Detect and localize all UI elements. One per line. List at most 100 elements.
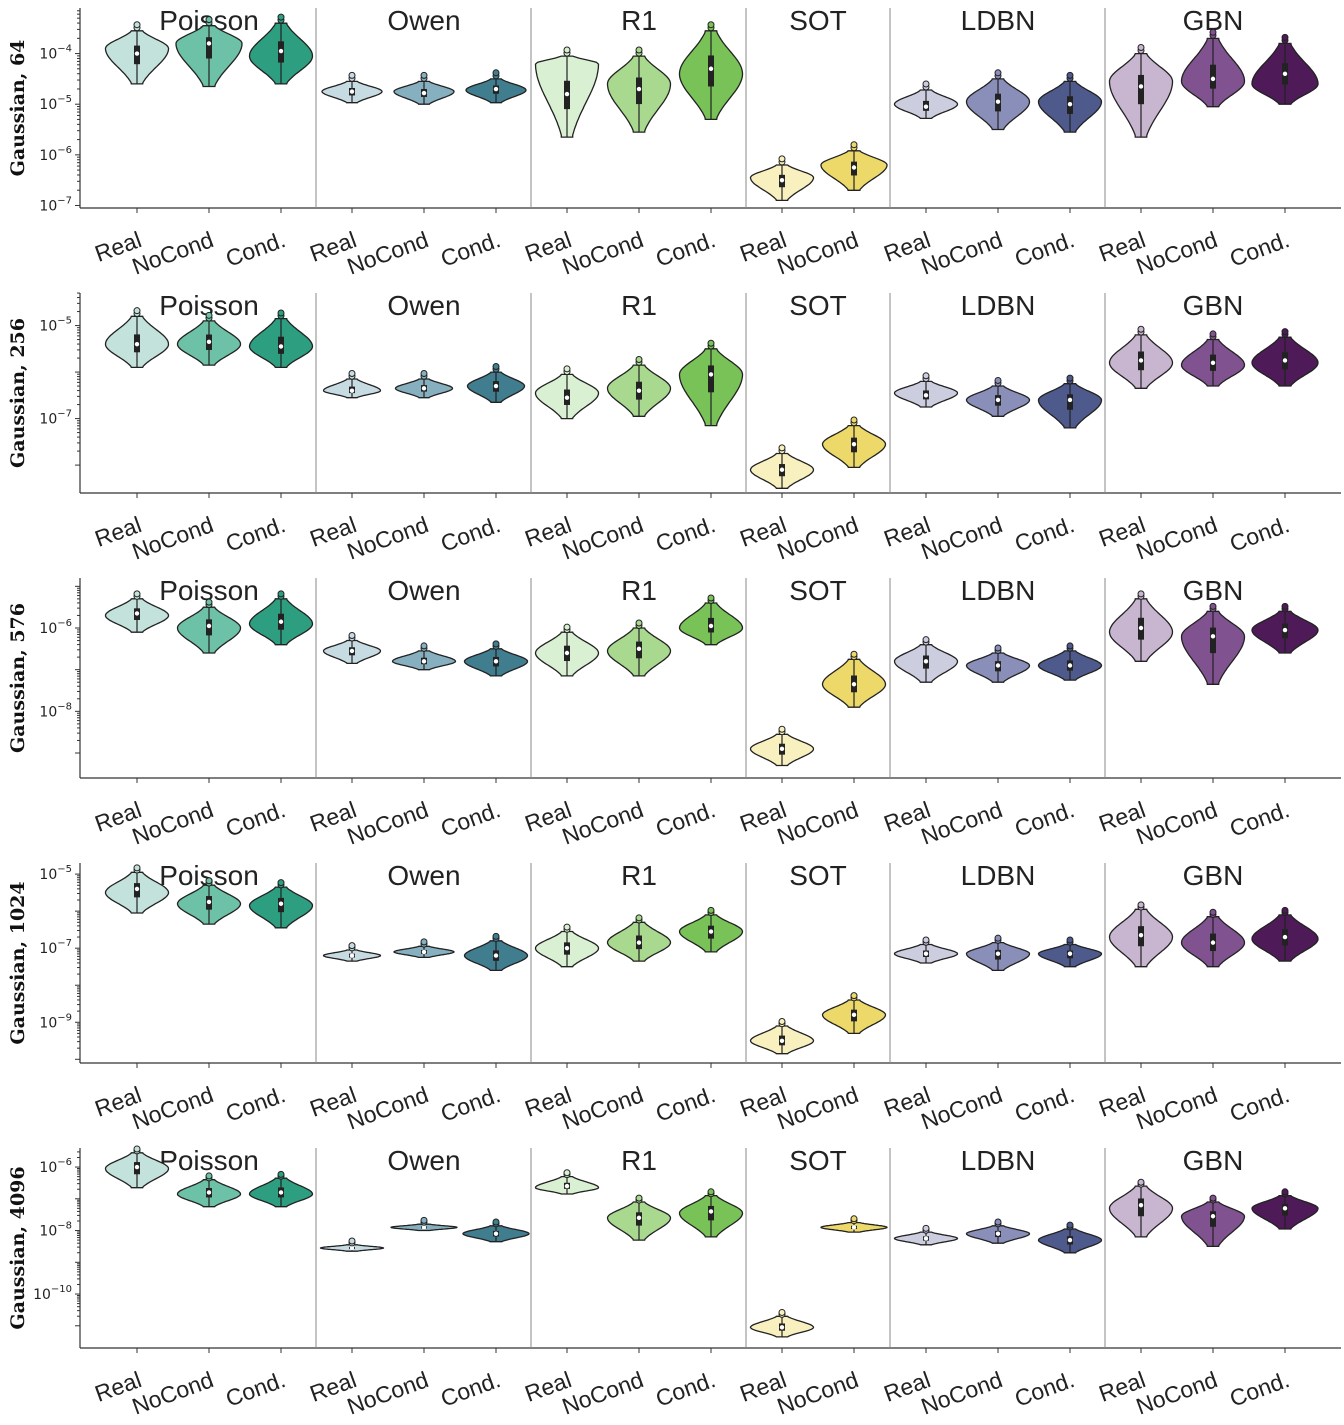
category-label-cond: Cond. <box>1011 1366 1078 1411</box>
group-title-sot: SOT <box>789 575 847 606</box>
median-dot-gbn-nocond <box>1210 1214 1216 1219</box>
group-title-r1: R1 <box>621 290 657 321</box>
group-title-ldbn: LDBN <box>961 1145 1036 1176</box>
y-tick-label: 10−10 <box>33 1284 72 1303</box>
group-title-sot: SOT <box>789 5 847 36</box>
category-label-nocond: NoCond <box>344 1081 432 1134</box>
outlier-point <box>635 46 643 54</box>
median-dot-gbn-real <box>1138 625 1144 631</box>
category-label-nocond: NoCond <box>1133 226 1221 279</box>
median-dot-r1-cond <box>708 372 714 377</box>
category-label-cond: Cond. <box>652 226 719 271</box>
group-title-poisson: Poisson <box>159 1145 259 1176</box>
category-label-nocond: NoCond <box>344 796 432 849</box>
outlier-point <box>563 365 571 373</box>
category-label-cond: Cond. <box>222 226 289 271</box>
median-dot-poisson-real <box>134 1164 140 1170</box>
group-title-ldbn: LDBN <box>961 290 1036 321</box>
category-label-cond: Cond. <box>652 1366 719 1411</box>
outlier-point <box>1281 33 1289 41</box>
median-dot-gbn-nocond <box>1210 360 1216 365</box>
y-tick-label: 10−4 <box>39 44 72 63</box>
y-tick-label: 10−8 <box>39 701 72 720</box>
category-label-nocond: NoCond <box>774 1081 862 1134</box>
median-dot-owen-nocond <box>421 90 427 96</box>
outlier-point <box>277 1170 285 1178</box>
outlier-point <box>994 69 1002 77</box>
category-label-cond: Cond. <box>1226 1081 1293 1126</box>
outlier-point <box>1066 374 1074 382</box>
category-label-cond: Cond. <box>222 1081 289 1126</box>
y-tick-label: 10−6 <box>39 1157 72 1176</box>
category-label-cond: Cond. <box>652 796 719 841</box>
category-label-cond: Cond. <box>1011 511 1078 556</box>
median-dot-r1-real <box>564 395 570 400</box>
row-label: Gaussian, 1024 <box>7 881 29 1044</box>
category-label-nocond: NoCond <box>344 1366 432 1419</box>
median-dot-owen-nocond <box>421 659 427 664</box>
category-label-cond: Cond. <box>437 511 504 556</box>
outlier-point <box>922 1224 930 1232</box>
iqr-box-gbn-real <box>1138 74 1144 105</box>
outlier-point <box>133 590 141 598</box>
median-dot-poisson-cond <box>278 344 284 349</box>
median-dot-poisson-real <box>134 51 140 56</box>
median-dot-owen-nocond <box>421 386 427 391</box>
group-title-gbn: GBN <box>1183 860 1244 891</box>
outlier-point <box>850 992 858 1000</box>
median-dot-poisson-real <box>134 341 140 347</box>
median-dot-sot-real <box>779 177 785 183</box>
outlier-point <box>994 644 1002 652</box>
outlier-point <box>1066 1221 1074 1229</box>
outlier-point <box>420 1216 428 1224</box>
median-dot-sot-nocond <box>851 165 857 170</box>
median-dot-ldbn-cond <box>1067 663 1073 668</box>
outlier-point <box>205 1172 213 1180</box>
iqr-box-r1-cond <box>708 55 714 87</box>
outlier-point <box>133 307 141 315</box>
outlier-point <box>1137 901 1145 909</box>
group-title-owen: Owen <box>387 575 460 606</box>
outlier-point <box>994 376 1002 384</box>
y-tick-label: 10−6 <box>39 145 72 164</box>
outlier-point <box>1209 602 1217 610</box>
median-dot-owen-real <box>349 89 355 94</box>
group-title-ldbn: LDBN <box>961 860 1036 891</box>
outlier-point <box>563 1169 571 1177</box>
category-label-nocond: NoCond <box>918 1081 1006 1134</box>
category-label-nocond: NoCond <box>344 226 432 279</box>
category-label-nocond: NoCond <box>1133 1081 1221 1134</box>
outlier-point <box>778 725 786 733</box>
category-label-nocond: NoCond <box>1133 796 1221 849</box>
median-dot-owen-real <box>349 388 355 393</box>
median-dot-ldbn-real <box>923 104 929 109</box>
category-label-cond: Cond. <box>1011 796 1078 841</box>
median-dot-sot-nocond <box>851 441 857 447</box>
median-dot-r1-cond <box>708 623 714 629</box>
median-dot-poisson-nocond <box>206 623 212 629</box>
category-label-nocond: NoCond <box>344 511 432 564</box>
outlier-point <box>922 80 930 88</box>
median-dot-owen-real <box>349 1245 355 1251</box>
iqr-box-gbn-real <box>1138 1198 1144 1217</box>
outlier-point <box>1137 325 1145 333</box>
outlier-point <box>348 632 356 639</box>
median-dot-gbn-cond <box>1282 1206 1288 1211</box>
outlier-point <box>635 356 643 364</box>
iqr-box-r1-cond <box>708 365 714 393</box>
outlier-point <box>133 864 141 872</box>
outlier-point <box>420 642 428 650</box>
median-dot-ldbn-real <box>923 659 929 664</box>
median-dot-r1-cond <box>708 1209 714 1214</box>
median-dot-owen-cond <box>493 1231 499 1236</box>
iqr-box-gbn-nocond <box>1210 64 1216 89</box>
median-dot-sot-nocond <box>851 1225 857 1230</box>
median-dot-gbn-cond <box>1282 934 1288 940</box>
y-tick-label: 10−8 <box>39 1221 72 1240</box>
median-dot-r1-real <box>564 1183 570 1189</box>
median-dot-owen-cond <box>493 383 499 389</box>
category-label-cond: Cond. <box>1226 1366 1293 1411</box>
outlier-point <box>563 623 571 631</box>
